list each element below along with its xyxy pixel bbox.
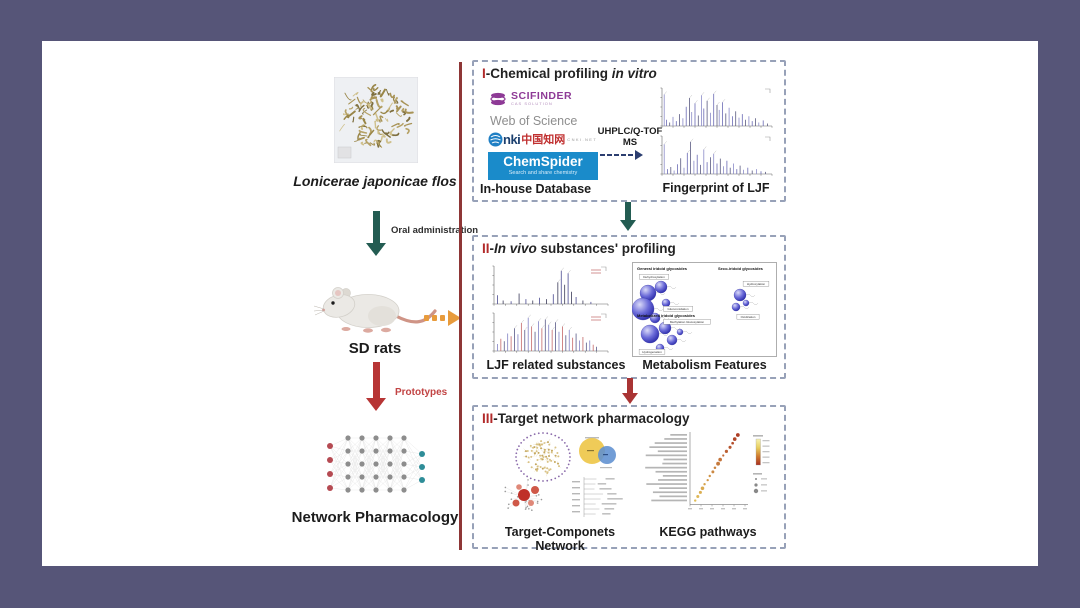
plant-label: Lonicerae japonicae flos [293, 173, 457, 189]
svg-text:General iridoid glycosides: General iridoid glycosides [637, 266, 688, 271]
rat-illustration [313, 287, 437, 333]
panel1-to-panel2-arrow [620, 202, 636, 231]
svg-text:Methylation Glucosylation: Methylation Glucosylation [670, 320, 705, 324]
panel-invivo-profiling: II-In vivo substances' profiling LJF rel… [472, 235, 786, 379]
panel2-title: II-In vivo substances' profiling [482, 241, 676, 256]
svg-text:Dehydroxylation: Dehydroxylation [643, 275, 665, 279]
panel2-numeral: II [482, 241, 490, 256]
arrow-dash [440, 315, 445, 321]
arrow-head [448, 310, 461, 326]
arrow-shaft [372, 362, 380, 398]
cnki-logo: nki 中国知网 CNKI.NET [488, 131, 597, 147]
network-pharmacology-label: Network Pharmacology [291, 509, 459, 526]
panel3-numeral: III [482, 411, 494, 426]
target-network-label: Target-Componets Network [504, 525, 616, 553]
fingerprint-label: Fingerprint of LJF [662, 181, 770, 195]
rat-label: SD rats [348, 340, 402, 357]
oral-administration-label: Oral administration [391, 225, 479, 236]
cnki-globe-icon [488, 132, 503, 146]
fingerprint-chromatogram [660, 87, 773, 176]
panel-target-network: III-Target network pharmacology Target-C… [472, 405, 786, 553]
uhplc-method-label: UHPLC/Q-TOF MS [597, 126, 663, 148]
cnki-chinese: 中国知网 [521, 134, 566, 146]
chemspider-logo: ChemSpider Search and share chemistry [488, 152, 598, 180]
scifinder-icon [490, 92, 506, 105]
panel1-title: I-Chemical profiling in vitro [482, 66, 657, 81]
scifinder-wordmark: SciFinder [511, 90, 573, 102]
web-of-science-logo: Web of Science [490, 114, 578, 128]
arrow-head [366, 398, 386, 411]
scifinder-logo: SciFinder CAS SOLUTION [490, 91, 572, 106]
svg-text:Seco-iridoid glycosides: Seco-iridoid glycosides [718, 266, 764, 271]
metabolism-features-label: Metabolism Features [642, 358, 767, 372]
arrow-dash [432, 315, 437, 321]
arrow-head [366, 243, 386, 256]
uhplc-arrow [600, 150, 644, 160]
arrow-head [635, 150, 644, 160]
kegg-pathways-label: KEGG pathways [659, 525, 757, 539]
svg-text:Oxidization: Oxidization [741, 315, 756, 319]
oral-administration-arrow [366, 211, 386, 256]
ljf-substances-chromatogram [492, 265, 609, 353]
panel-chemical-profiling: I-Chemical profiling in vitro SciFinder … [472, 60, 786, 202]
panel3-title: III-Target network pharmacology [482, 411, 690, 426]
chemspider-wordmark: ChemSpider [503, 154, 583, 169]
panel2-to-panel3-arrow [622, 378, 638, 404]
scifinder-subtitle: CAS SOLUTION [511, 101, 553, 106]
arrow-dash [424, 315, 429, 321]
plant-photo [334, 77, 418, 163]
svg-text:Hydroxylation: Hydroxylation [747, 282, 766, 286]
prototypes-arrow [366, 362, 386, 411]
prototypes-label: Prototypes [395, 387, 448, 398]
svg-text:Hydrogenation: Hydrogenation [642, 350, 662, 354]
kegg-pathways-plot [645, 432, 770, 510]
ljf-substances-label: LJF related substances [486, 358, 626, 372]
chemspider-subtitle: Search and share chemistry [508, 170, 578, 176]
panel1-numeral: I [482, 66, 486, 81]
divider-line [459, 62, 462, 550]
arrow-shaft [372, 211, 380, 243]
svg-text:Glucuronidation: Glucuronidation [667, 307, 688, 311]
metabolism-features-plot: General iridoid glycosides Dehydroxylatio… [632, 262, 777, 357]
svg-text:Metabolized iridoid glycosides: Metabolized iridoid glycosides [637, 313, 696, 318]
rat-to-panels-arrow [424, 310, 461, 326]
cnki-subtitle: CNKI.NET [567, 136, 598, 142]
target-network-figures [504, 432, 623, 517]
inhouse-database-label: In-house Database [480, 182, 592, 196]
neural-network-icon [327, 435, 425, 493]
cnki-wordmark: nki [503, 131, 521, 147]
